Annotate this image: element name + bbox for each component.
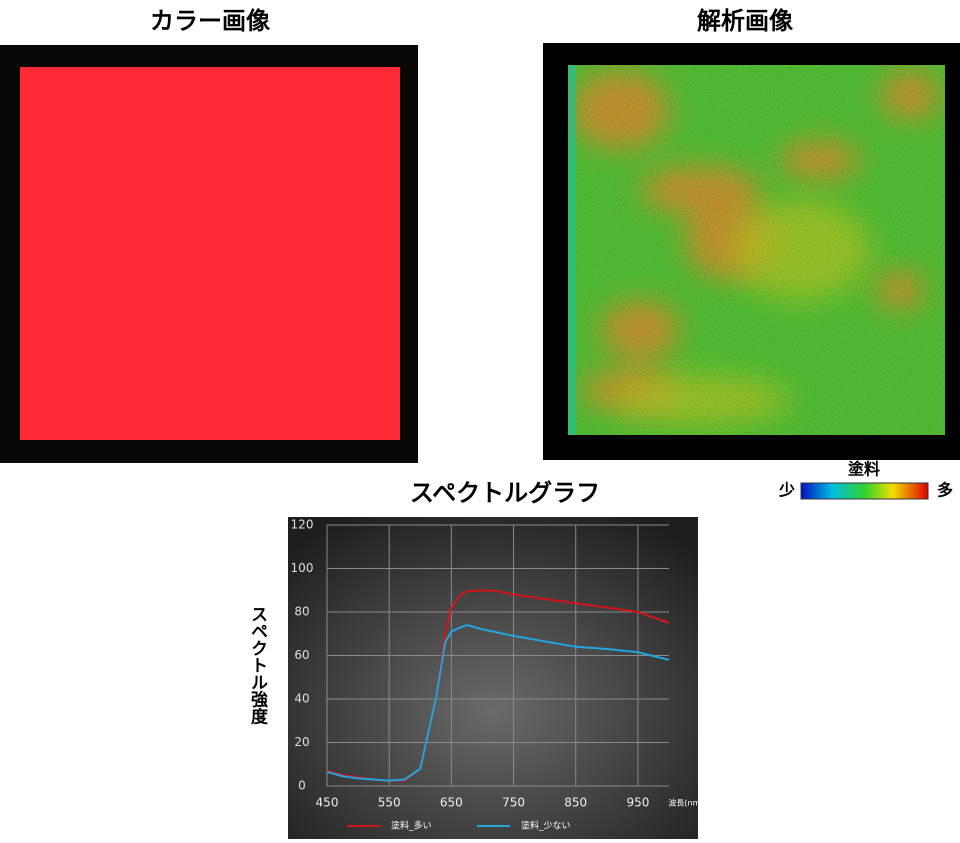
panel-title: カラー画像 [150,7,271,35]
y-tick-label: 100 [291,561,314,575]
colorbar-title: 塗料 [848,460,880,479]
y-tick-label: 40 [294,692,309,706]
y-tick-label: 80 [294,605,309,619]
x-tick-label: 750 [502,796,525,810]
legend-label: 塗料_多い [391,820,432,832]
y-tick-label: 120 [291,518,314,532]
chart-bg [288,517,698,839]
x-tick-label: 850 [564,796,587,810]
heatmap [568,65,945,435]
y-axis-label: スペクトル強度 [247,606,268,726]
panel-title: 解析画像 [697,7,794,35]
x-axis-label: 波長(nm) [668,798,703,808]
series-line [326,624,670,782]
chart-title: スペクトルグラフ [410,479,600,507]
colorbar-low: 少 [778,481,795,500]
y-tick-label: 0 [298,779,306,793]
x-tick-label: 550 [378,796,401,810]
y-tick-label: 20 [294,735,309,749]
y-tick-label: 60 [294,648,309,662]
x-tick-label: 650 [440,796,463,810]
x-tick-label: 950 [626,796,649,810]
x-tick-label: 450 [316,796,339,810]
colorbar [800,482,929,500]
legend-label: 塗料_少ない [521,820,571,832]
red-sample [20,67,400,440]
colorbar-high: 多 [937,481,953,500]
